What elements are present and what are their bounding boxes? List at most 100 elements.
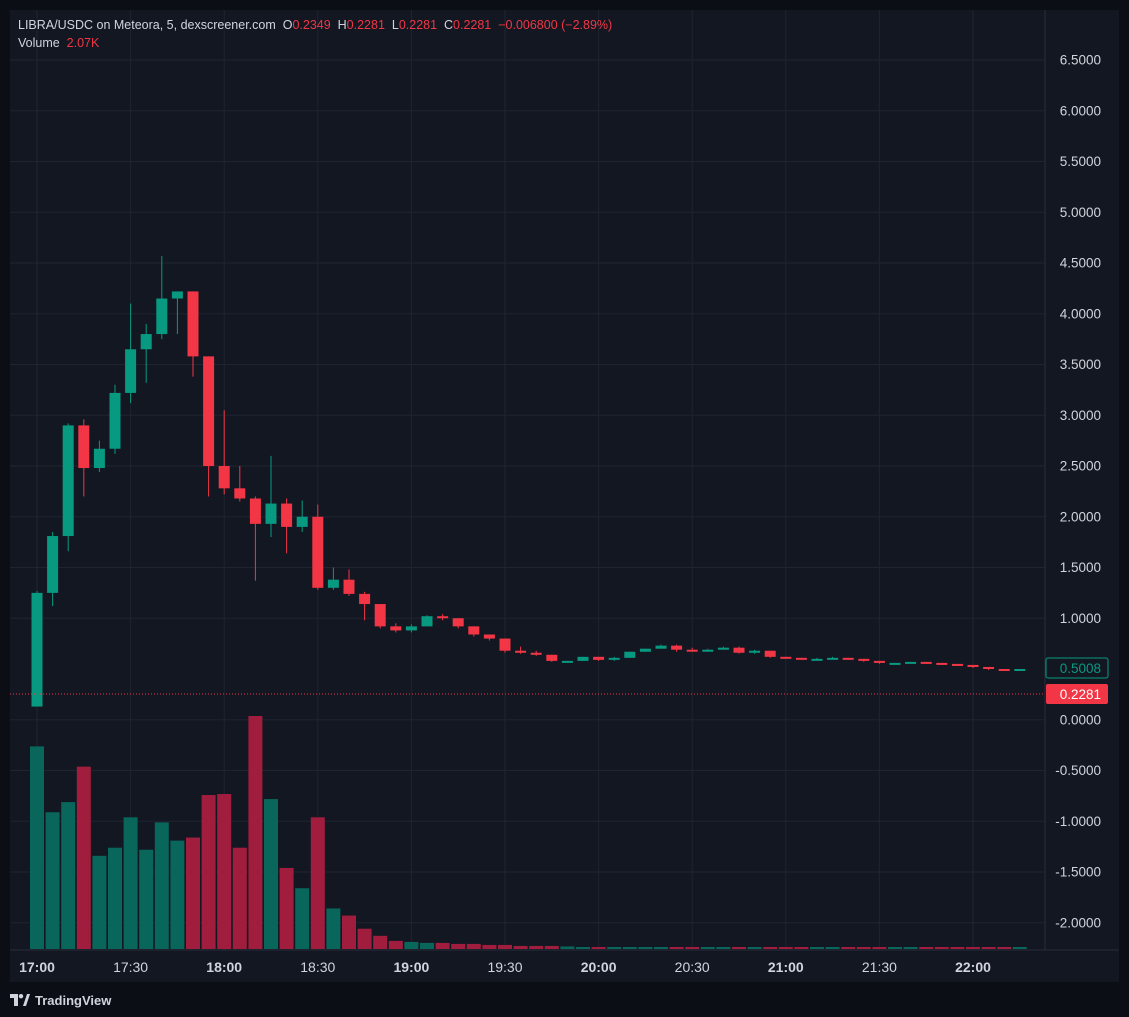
candle[interactable] <box>499 638 511 653</box>
candle[interactable] <box>920 661 932 664</box>
candle[interactable] <box>327 567 339 590</box>
current-price-tag <box>1046 684 1108 704</box>
candle[interactable] <box>359 591 371 621</box>
candle[interactable] <box>624 651 636 658</box>
candle[interactable] <box>421 615 433 627</box>
candle[interactable] <box>967 664 979 668</box>
volume-bar <box>154 822 169 949</box>
volume-bar <box>1012 947 1027 949</box>
candle[interactable] <box>951 663 963 666</box>
candle[interactable] <box>78 419 90 497</box>
volume-label[interactable]: Volume <box>18 36 60 50</box>
candle[interactable] <box>671 644 683 652</box>
candle[interactable] <box>655 644 667 649</box>
candle[interactable] <box>811 657 823 661</box>
candle[interactable] <box>780 656 792 659</box>
candle[interactable] <box>343 569 355 596</box>
candle[interactable] <box>702 648 714 652</box>
candle[interactable] <box>171 291 183 335</box>
candle[interactable] <box>858 658 870 662</box>
candle[interactable] <box>265 455 277 538</box>
volume-bar <box>264 799 278 949</box>
candle-body <box>234 488 246 499</box>
time-axis[interactable]: 17:00 17:30 18:00 18:30 19:00 19:30 20:00 20:30… <box>19 959 991 975</box>
candle[interactable] <box>577 656 589 661</box>
candle[interactable] <box>374 604 386 629</box>
x-tick-label: 19:30 <box>487 959 522 975</box>
candle[interactable] <box>905 661 917 664</box>
candle[interactable] <box>405 624 417 633</box>
candle[interactable] <box>717 646 729 650</box>
candle-body <box>671 645 683 650</box>
candle[interactable] <box>125 303 137 404</box>
candle-body <box>593 656 605 660</box>
y-tick-label: 3.0000 <box>1060 408 1101 423</box>
symbol-title[interactable]: LIBRA/USDC on Meteora, 5, dexscreener.co… <box>18 18 276 32</box>
candle[interactable] <box>218 410 230 495</box>
candle-body <box>811 658 823 661</box>
candle-body <box>343 579 355 594</box>
candle[interactable] <box>593 656 605 661</box>
candle[interactable] <box>483 634 495 641</box>
volume-bar <box>981 947 996 949</box>
x-tick-label: 17:30 <box>113 959 148 975</box>
candle[interactable] <box>749 649 761 654</box>
candle[interactable] <box>873 660 885 664</box>
candle-body <box>546 654 558 661</box>
candle[interactable] <box>733 646 745 654</box>
high-label: H <box>337 18 347 32</box>
candle[interactable] <box>187 291 199 377</box>
volume-bar <box>763 946 778 949</box>
candle[interactable] <box>546 654 558 662</box>
candle-body <box>359 593 371 605</box>
candle[interactable] <box>390 623 402 633</box>
candle-body <box>437 616 449 619</box>
candle[interactable] <box>281 498 293 554</box>
x-tick-label: 22:00 <box>955 959 991 975</box>
candle[interactable] <box>234 466 246 502</box>
candle[interactable] <box>795 657 807 660</box>
candle[interactable] <box>31 590 43 707</box>
y-tick-label: -1.5000 <box>1055 865 1101 880</box>
y-tick-label: 2.0000 <box>1060 509 1101 524</box>
candle[interactable] <box>686 647 698 652</box>
volume-bar <box>217 794 232 949</box>
candle[interactable] <box>983 666 995 671</box>
candle[interactable] <box>62 423 74 552</box>
candle-body <box>125 349 137 393</box>
candle-body <box>62 425 74 537</box>
candle[interactable] <box>93 440 105 473</box>
tradingview-branding[interactable]: TradingView <box>10 990 111 1010</box>
candle[interactable] <box>842 657 854 660</box>
candle[interactable] <box>764 650 776 658</box>
volume-bar <box>76 766 91 949</box>
candle[interactable] <box>203 356 215 497</box>
candle[interactable] <box>889 662 901 665</box>
candle[interactable] <box>998 669 1010 672</box>
candle-body <box>483 634 495 639</box>
candle[interactable] <box>437 614 449 621</box>
candle[interactable] <box>156 255 168 340</box>
candle[interactable] <box>639 648 651 652</box>
candle[interactable] <box>608 656 620 661</box>
candle-body <box>31 592 43 707</box>
candle[interactable] <box>140 323 152 383</box>
candle[interactable] <box>312 504 324 590</box>
candle[interactable] <box>47 531 59 607</box>
candle[interactable] <box>109 384 121 454</box>
candle[interactable] <box>561 660 573 663</box>
candle-body <box>78 425 90 469</box>
candle-body <box>655 645 667 649</box>
price-axis[interactable]: 6.5000 6.0000 5.5000 5.0000 4.5000 4.0000 3.50… <box>1055 53 1101 931</box>
candle[interactable] <box>249 496 261 581</box>
candle[interactable] <box>530 650 542 656</box>
candle[interactable] <box>515 646 527 654</box>
candle-body <box>780 656 792 659</box>
candle[interactable] <box>1014 669 1026 672</box>
candle[interactable] <box>468 626 480 637</box>
candle[interactable] <box>827 656 839 660</box>
candle[interactable] <box>452 618 464 629</box>
candle[interactable] <box>936 662 948 665</box>
candle[interactable] <box>296 500 308 532</box>
